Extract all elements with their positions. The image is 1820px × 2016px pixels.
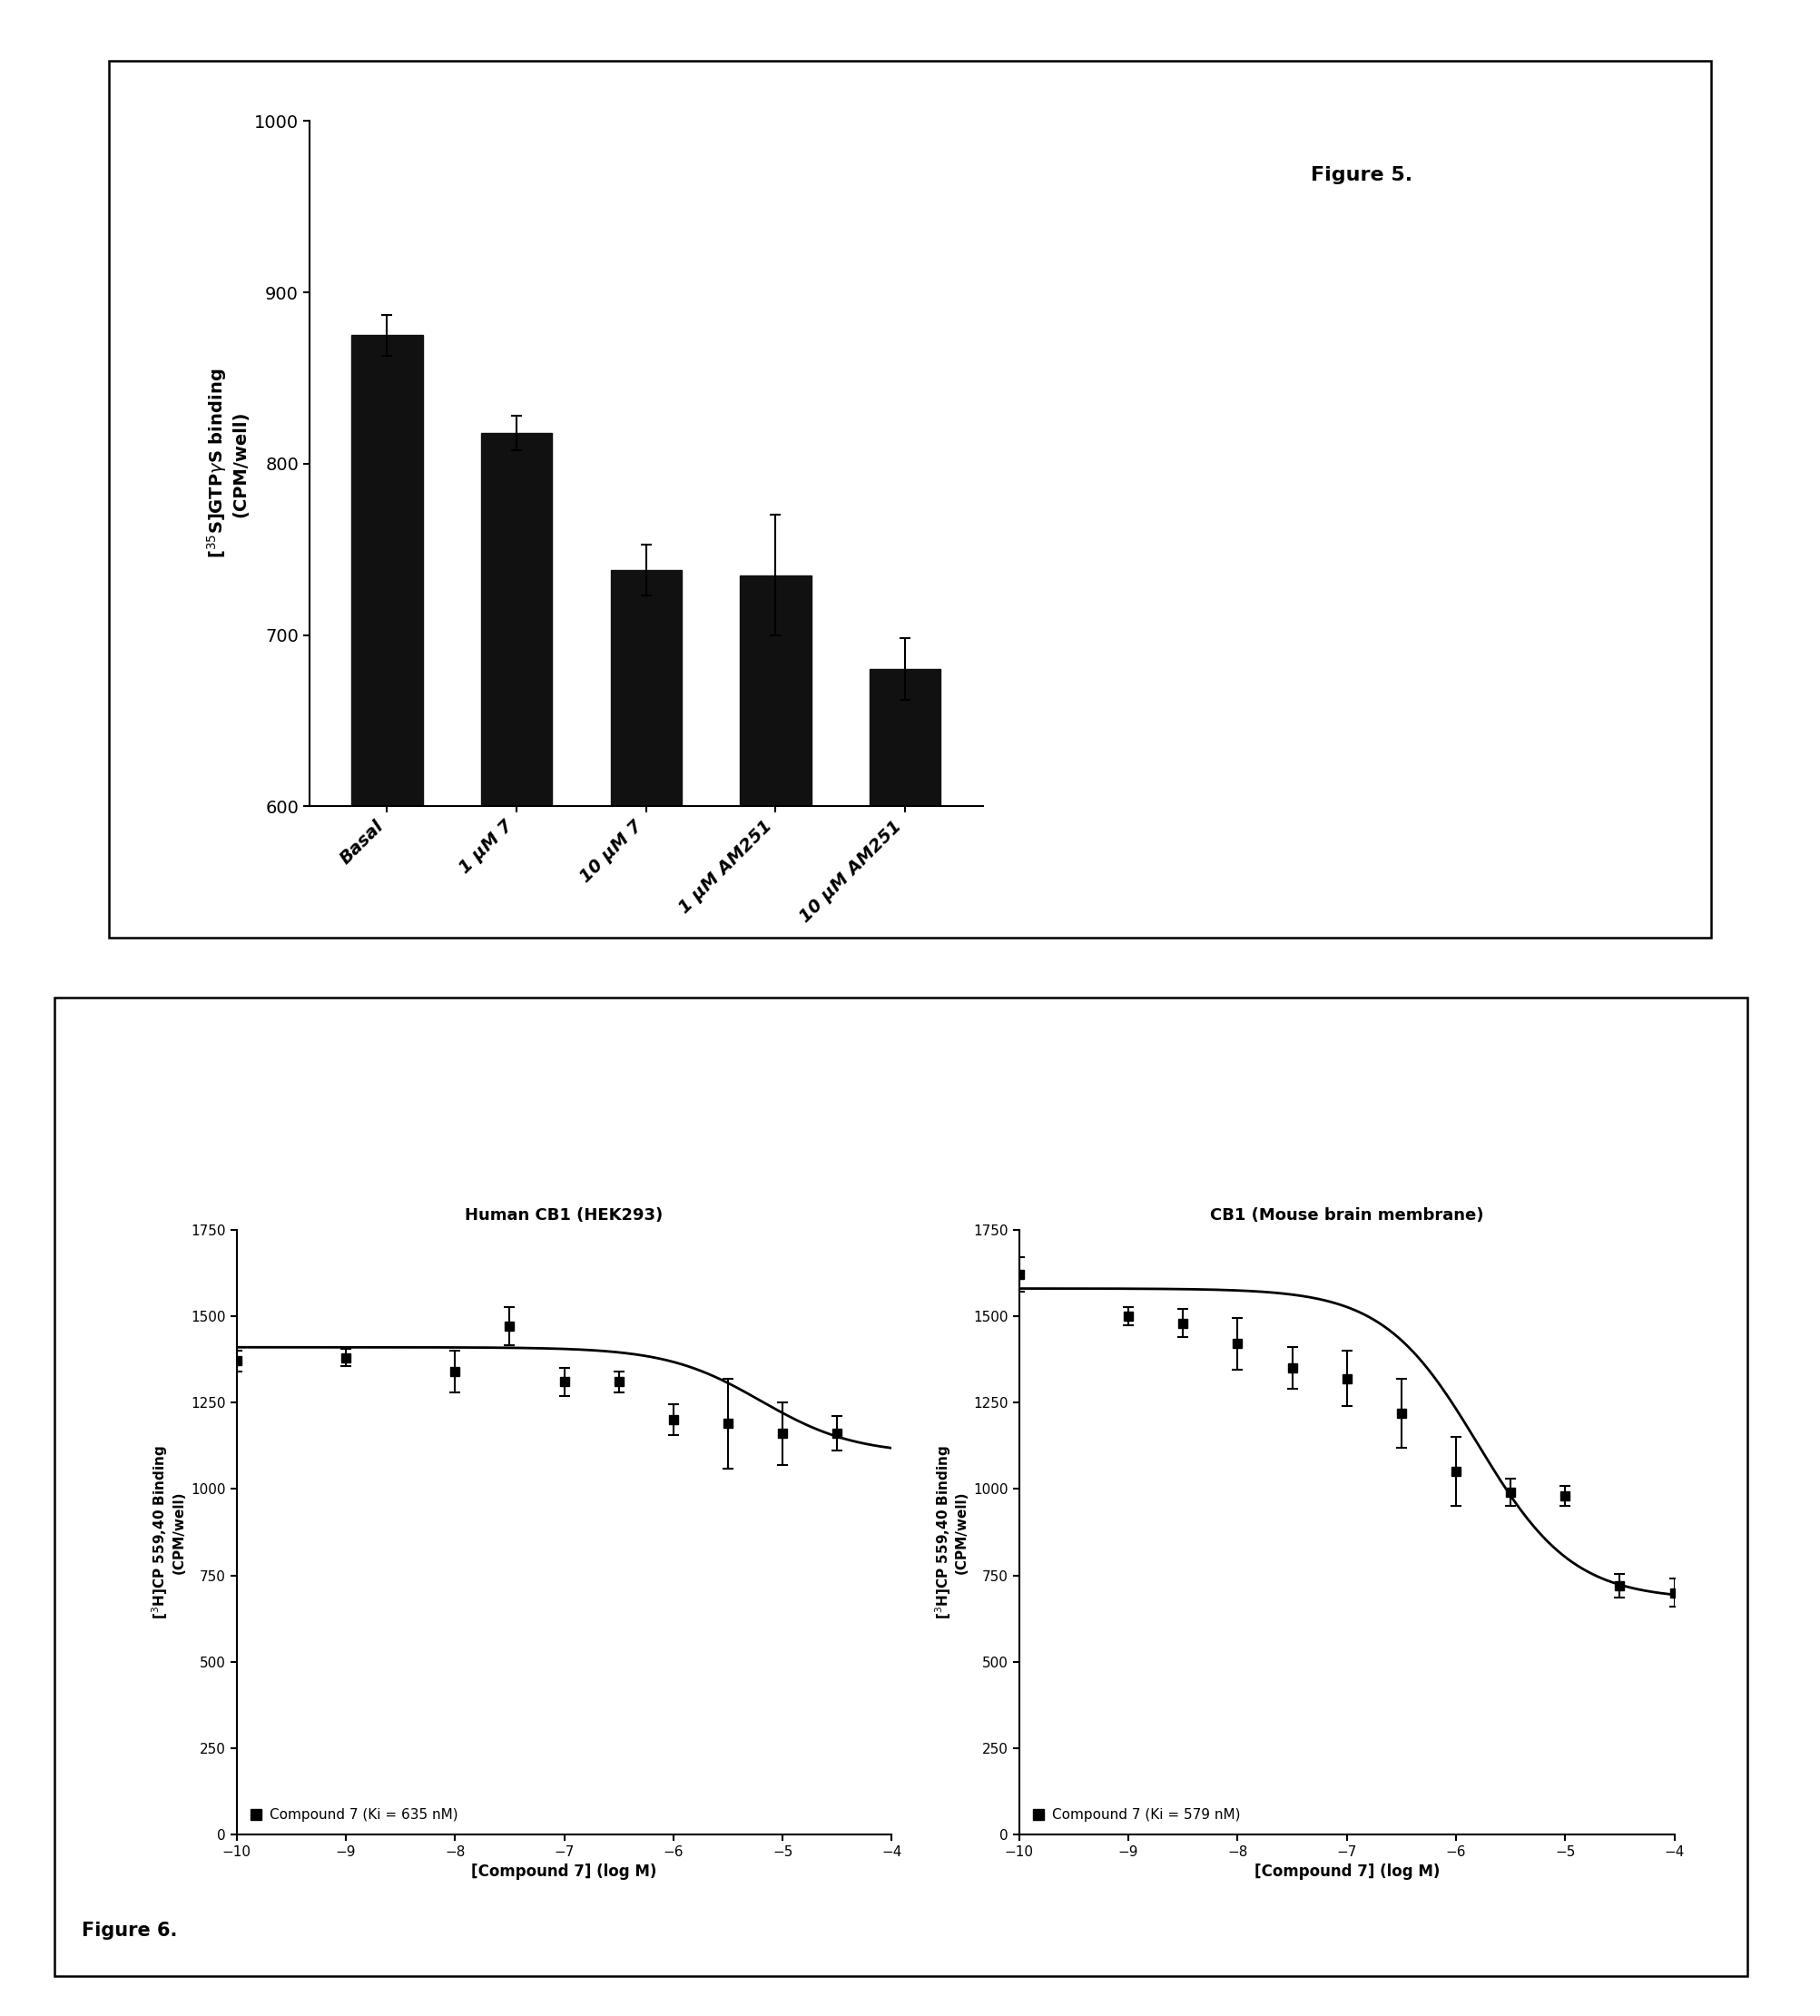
Legend: Compound 7 (Ki = 579 nM): Compound 7 (Ki = 579 nM) — [1026, 1802, 1247, 1829]
Bar — [480, 433, 551, 1835]
Y-axis label: [$^{3}$H]CP 559,40 Binding
(CPM/well): [$^{3}$H]CP 559,40 Binding (CPM/well) — [151, 1445, 186, 1619]
X-axis label: [Compound 7] (log M): [Compound 7] (log M) — [471, 1865, 657, 1881]
X-axis label: [Compound 7] (log M): [Compound 7] (log M) — [1254, 1865, 1440, 1881]
Bar — [610, 571, 682, 1835]
Bar — [351, 335, 422, 1835]
Legend: Compound 7 (Ki = 635 nM): Compound 7 (Ki = 635 nM) — [244, 1802, 464, 1829]
Bar — [870, 669, 941, 1835]
Text: Figure 6.: Figure 6. — [82, 1921, 178, 1939]
Y-axis label: [$^{35}$S]GTP$γ$S binding
(CPM/well): [$^{35}$S]GTP$γ$S binding (CPM/well) — [206, 369, 249, 558]
Title: CB1 (Mouse brain membrane): CB1 (Mouse brain membrane) — [1210, 1208, 1483, 1224]
Text: Figure 5.: Figure 5. — [1310, 165, 1412, 183]
Bar — [741, 575, 812, 1835]
Y-axis label: [$^{3}$H]CP 559,40 Binding
(CPM/well): [$^{3}$H]CP 559,40 Binding (CPM/well) — [934, 1445, 968, 1619]
Title: Human CB1 (HEK293): Human CB1 (HEK293) — [466, 1208, 662, 1224]
